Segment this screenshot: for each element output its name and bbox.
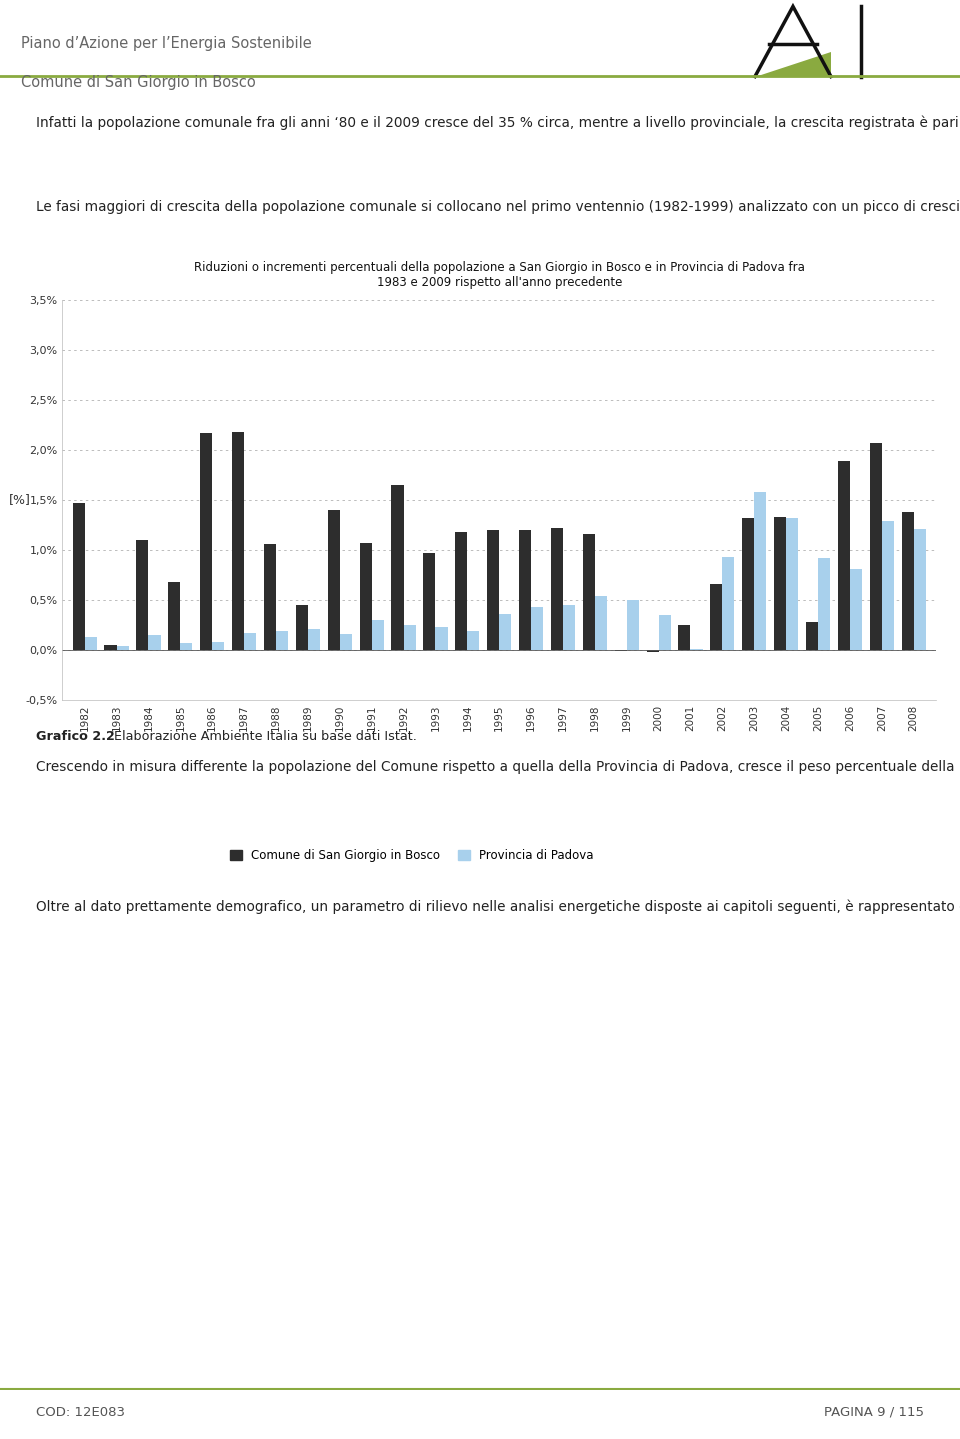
Text: Comune di San Giorgio in Bosco: Comune di San Giorgio in Bosco bbox=[21, 75, 256, 89]
Text: Elaborazione Ambiente Italia su base dati Istat.: Elaborazione Ambiente Italia su base dat… bbox=[109, 730, 417, 743]
Polygon shape bbox=[755, 52, 831, 76]
Bar bbox=[436, 627, 447, 650]
Bar bbox=[659, 614, 671, 650]
Bar bbox=[308, 629, 320, 650]
Bar bbox=[882, 521, 894, 650]
Bar bbox=[519, 530, 531, 650]
Bar bbox=[563, 604, 575, 650]
Text: COD: 12E083: COD: 12E083 bbox=[36, 1406, 126, 1419]
Bar bbox=[423, 553, 436, 650]
Bar bbox=[774, 517, 786, 650]
Bar bbox=[499, 614, 512, 650]
Bar bbox=[360, 543, 372, 650]
Bar bbox=[200, 433, 212, 650]
Bar bbox=[850, 568, 862, 650]
Text: Le fasi maggiori di crescita della popolazione comunale si collocano nel primo v: Le fasi maggiori di crescita della popol… bbox=[36, 200, 960, 214]
Title: Riduzioni o incrementi percentuali della popolazione a San Giorgio in Bosco e in: Riduzioni o incrementi percentuali della… bbox=[194, 260, 804, 289]
Bar bbox=[838, 460, 850, 650]
Bar bbox=[276, 630, 288, 650]
Text: Infatti la popolazione comunale fra gli anni ‘80 e il 2009 cresce del 35 % circa: Infatti la popolazione comunale fra gli … bbox=[36, 115, 960, 130]
Bar bbox=[742, 518, 755, 650]
Bar bbox=[168, 581, 180, 650]
Bar bbox=[468, 630, 479, 650]
Bar bbox=[755, 492, 766, 650]
Bar bbox=[710, 584, 722, 650]
Bar bbox=[870, 443, 882, 650]
Bar bbox=[327, 509, 340, 650]
Bar bbox=[722, 557, 734, 650]
Bar bbox=[116, 646, 129, 650]
Bar bbox=[531, 607, 543, 650]
Bar bbox=[551, 528, 563, 650]
Text: Grafico 2.2: Grafico 2.2 bbox=[36, 730, 115, 743]
Bar bbox=[296, 604, 308, 650]
Y-axis label: [%]: [%] bbox=[9, 494, 31, 507]
Bar bbox=[646, 650, 659, 652]
Text: Crescendo in misura differente la popolazione del Comune rispetto a quella della: Crescendo in misura differente la popola… bbox=[36, 760, 960, 774]
Bar bbox=[805, 622, 818, 650]
Text: Oltre al dato prettamente demografico, un parametro di rilievo nelle analisi ene: Oltre al dato prettamente demografico, u… bbox=[36, 899, 960, 915]
Text: PAGINA 9 / 115: PAGINA 9 / 115 bbox=[824, 1406, 924, 1419]
Bar bbox=[264, 544, 276, 650]
Bar bbox=[84, 637, 97, 650]
Bar bbox=[73, 504, 84, 650]
Bar bbox=[372, 620, 384, 650]
Bar bbox=[403, 625, 416, 650]
Bar bbox=[583, 534, 595, 650]
Legend: Comune di San Giorgio in Bosco, Provincia di Padova: Comune di San Giorgio in Bosco, Provinci… bbox=[230, 849, 593, 862]
Bar bbox=[679, 625, 690, 650]
Bar bbox=[392, 485, 403, 650]
Bar bbox=[232, 432, 244, 650]
Bar bbox=[105, 645, 116, 650]
Bar bbox=[136, 540, 149, 650]
Text: Piano d’Azione per l’Energia Sostenibile: Piano d’Azione per l’Energia Sostenibile bbox=[21, 36, 312, 50]
Bar bbox=[627, 600, 638, 650]
Bar bbox=[149, 635, 160, 650]
Bar bbox=[818, 558, 830, 650]
Bar bbox=[340, 635, 352, 650]
Bar bbox=[244, 633, 256, 650]
Bar bbox=[180, 643, 193, 650]
Bar bbox=[914, 530, 925, 650]
Bar bbox=[212, 642, 225, 650]
Bar bbox=[786, 518, 799, 650]
Bar bbox=[901, 512, 914, 650]
Bar bbox=[595, 596, 607, 650]
Bar bbox=[487, 530, 499, 650]
Bar bbox=[455, 532, 468, 650]
